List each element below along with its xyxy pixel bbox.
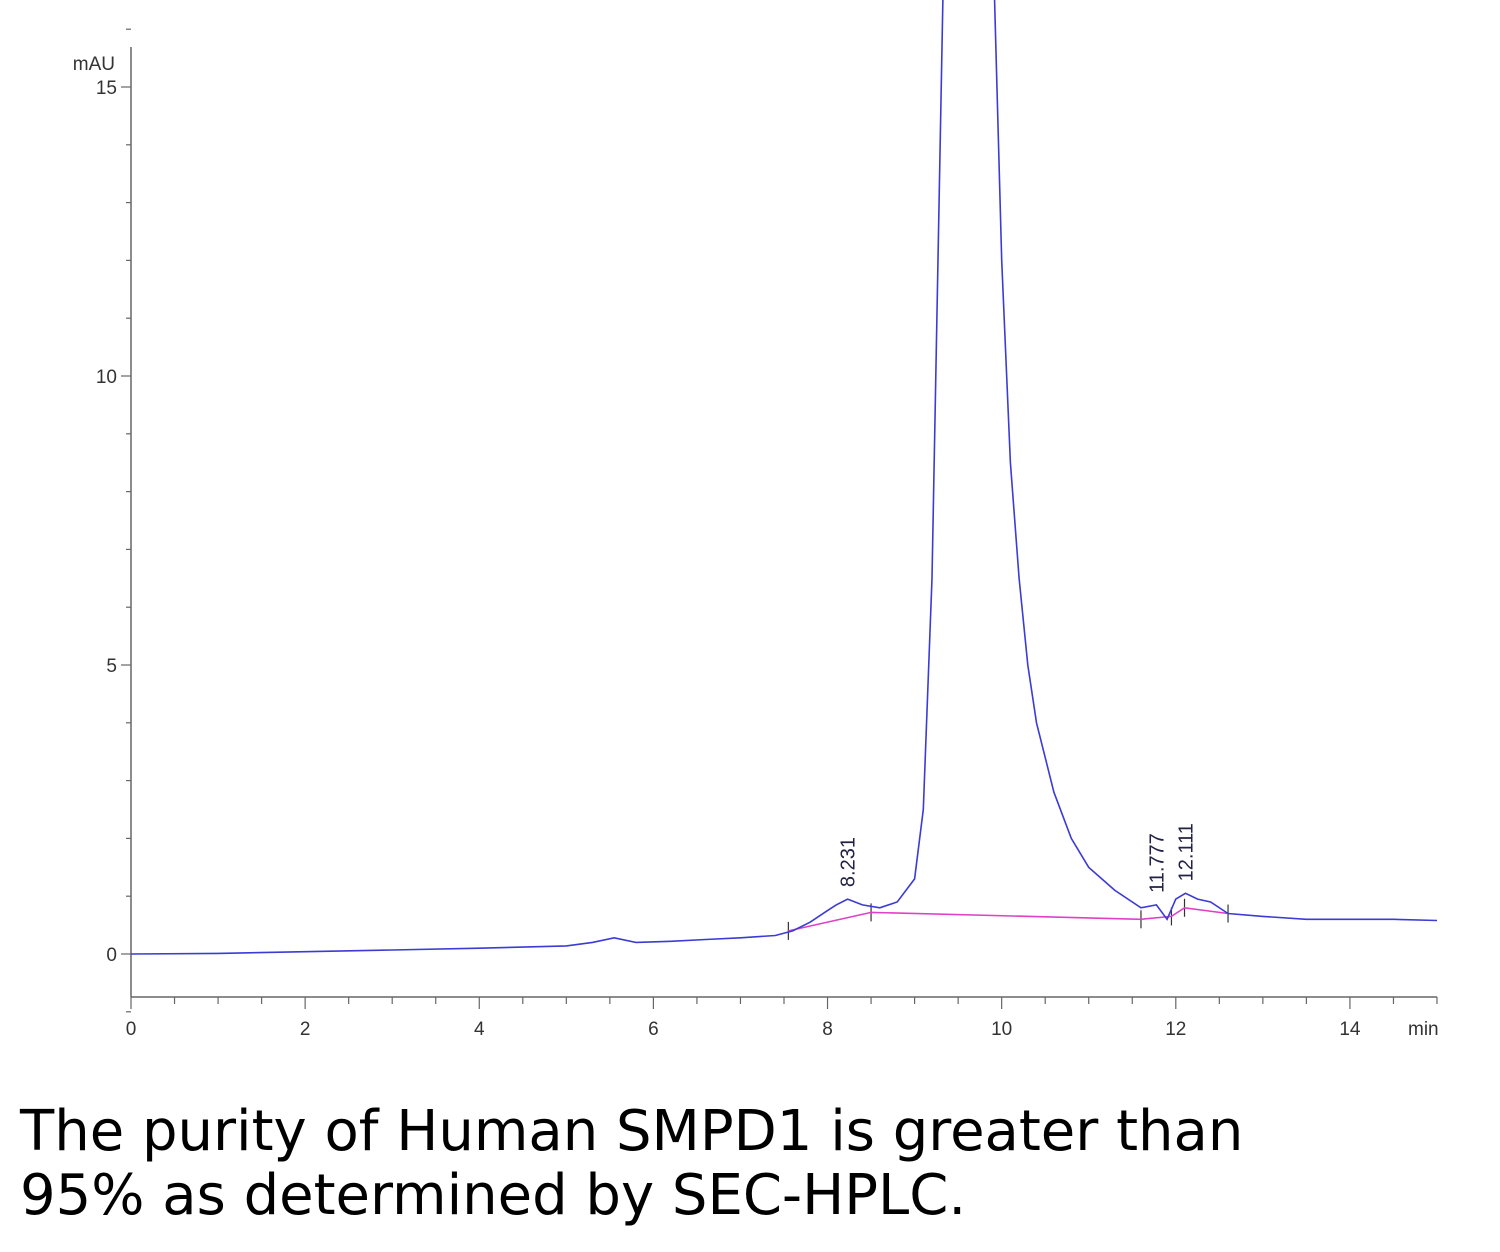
chromatogram-chart: 051015202502468101214 8.2319.63211.77712… [73, 0, 1439, 1040]
ticks: 051015202502468101214 [96, 28, 1438, 1040]
y-axis-unit: mAU [73, 54, 115, 75]
integration-baseline [788, 906, 1229, 932]
y-tick-label: 5 [106, 656, 117, 677]
x-tick-label: 6 [648, 1019, 659, 1040]
y-tick-label: 0 [106, 945, 117, 966]
peak-label: 8.231 [838, 837, 860, 887]
peak-label: 11.777 [1146, 833, 1168, 893]
x-tick-label: 0 [126, 1019, 137, 1040]
caption: The purity of Human SMPD1 is greater tha… [20, 1100, 1480, 1228]
axes [130, 47, 1437, 998]
chromatogram-trace [130, 0, 1438, 955]
x-tick-label: 14 [1339, 1019, 1361, 1040]
caption-line-1: The purity of Human SMPD1 is greater tha… [20, 1099, 1244, 1164]
y-tick-label: 15 [96, 78, 117, 99]
x-tick-label: 10 [991, 1019, 1012, 1040]
x-tick-label: 8 [822, 1019, 833, 1040]
x-tick-label: 2 [300, 1019, 311, 1040]
x-tick-label: 12 [1165, 1019, 1186, 1040]
x-tick-label: 4 [474, 1019, 485, 1040]
y-tick-label: 10 [96, 367, 117, 388]
peak-label: 12.111 [1175, 823, 1197, 881]
caption-line-2: 95% as determined by SEC-HPLC. [20, 1163, 967, 1228]
x-axis-unit: min [1408, 1019, 1439, 1040]
